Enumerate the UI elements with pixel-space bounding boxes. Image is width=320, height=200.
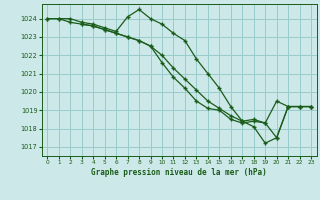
X-axis label: Graphe pression niveau de la mer (hPa): Graphe pression niveau de la mer (hPa) xyxy=(91,168,267,177)
